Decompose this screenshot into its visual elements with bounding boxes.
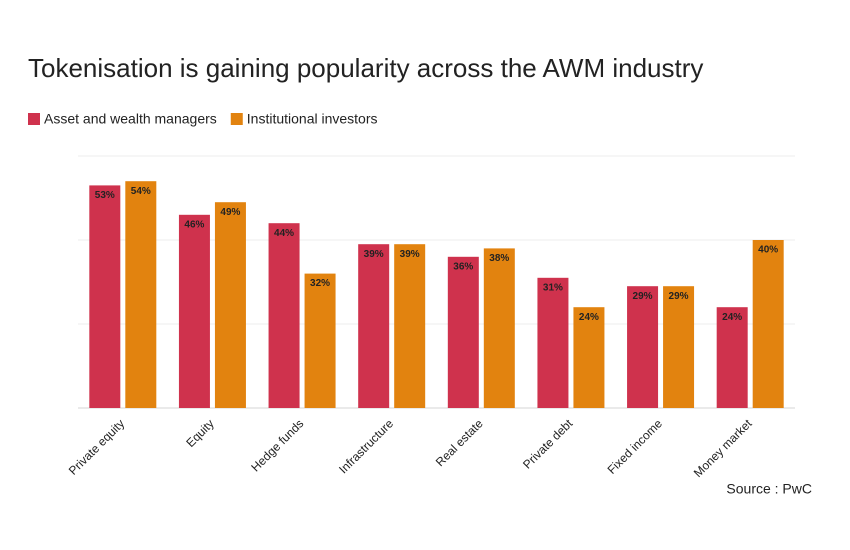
bar <box>573 307 605 408</box>
value-label: 24% <box>722 312 742 323</box>
x-tick-label: Hedge funds <box>248 416 306 474</box>
x-tick-label: Infrastructure <box>336 416 396 476</box>
x-tick-label: Private debt <box>520 416 576 472</box>
bar <box>663 286 695 408</box>
value-label: 49% <box>220 207 240 218</box>
value-label: 36% <box>453 261 473 272</box>
value-label: 39% <box>364 249 384 260</box>
source: Source : PwC <box>726 481 812 497</box>
value-label: 24% <box>579 312 599 323</box>
bar <box>178 214 210 408</box>
value-label: 38% <box>489 253 509 264</box>
chart-title: Tokenisation is gaining popularity acros… <box>28 53 703 83</box>
x-tick-label: Money market <box>691 416 755 480</box>
bar <box>214 202 246 408</box>
legend-label: Asset and wealth managers <box>44 111 217 127</box>
value-label: 39% <box>400 249 420 260</box>
value-label: 40% <box>758 245 778 256</box>
legend-swatch <box>230 113 243 125</box>
x-tick-label: Private equity <box>66 416 127 477</box>
legend-swatch <box>28 113 40 125</box>
bar <box>627 286 659 408</box>
bar <box>394 244 426 408</box>
bar <box>537 277 569 408</box>
bar <box>358 244 390 408</box>
x-tick-label: Equity <box>183 416 216 449</box>
value-label: 31% <box>543 282 563 293</box>
bar <box>483 248 515 408</box>
bar <box>89 185 121 408</box>
value-label: 53% <box>95 190 115 201</box>
bar <box>447 256 479 408</box>
bar <box>716 307 748 408</box>
value-label: 44% <box>274 228 294 239</box>
x-tick-label: Real estate <box>433 416 486 469</box>
bar <box>268 223 300 408</box>
bar <box>125 181 157 408</box>
value-label: 54% <box>131 186 151 197</box>
value-label: 29% <box>669 291 689 302</box>
value-label: 32% <box>310 278 330 289</box>
x-tick-label: Fixed income <box>605 416 666 477</box>
bar <box>304 273 336 408</box>
bar <box>752 240 784 408</box>
legend-label: Institutional investors <box>247 111 378 127</box>
value-label: 46% <box>184 219 204 230</box>
value-label: 29% <box>633 291 653 302</box>
